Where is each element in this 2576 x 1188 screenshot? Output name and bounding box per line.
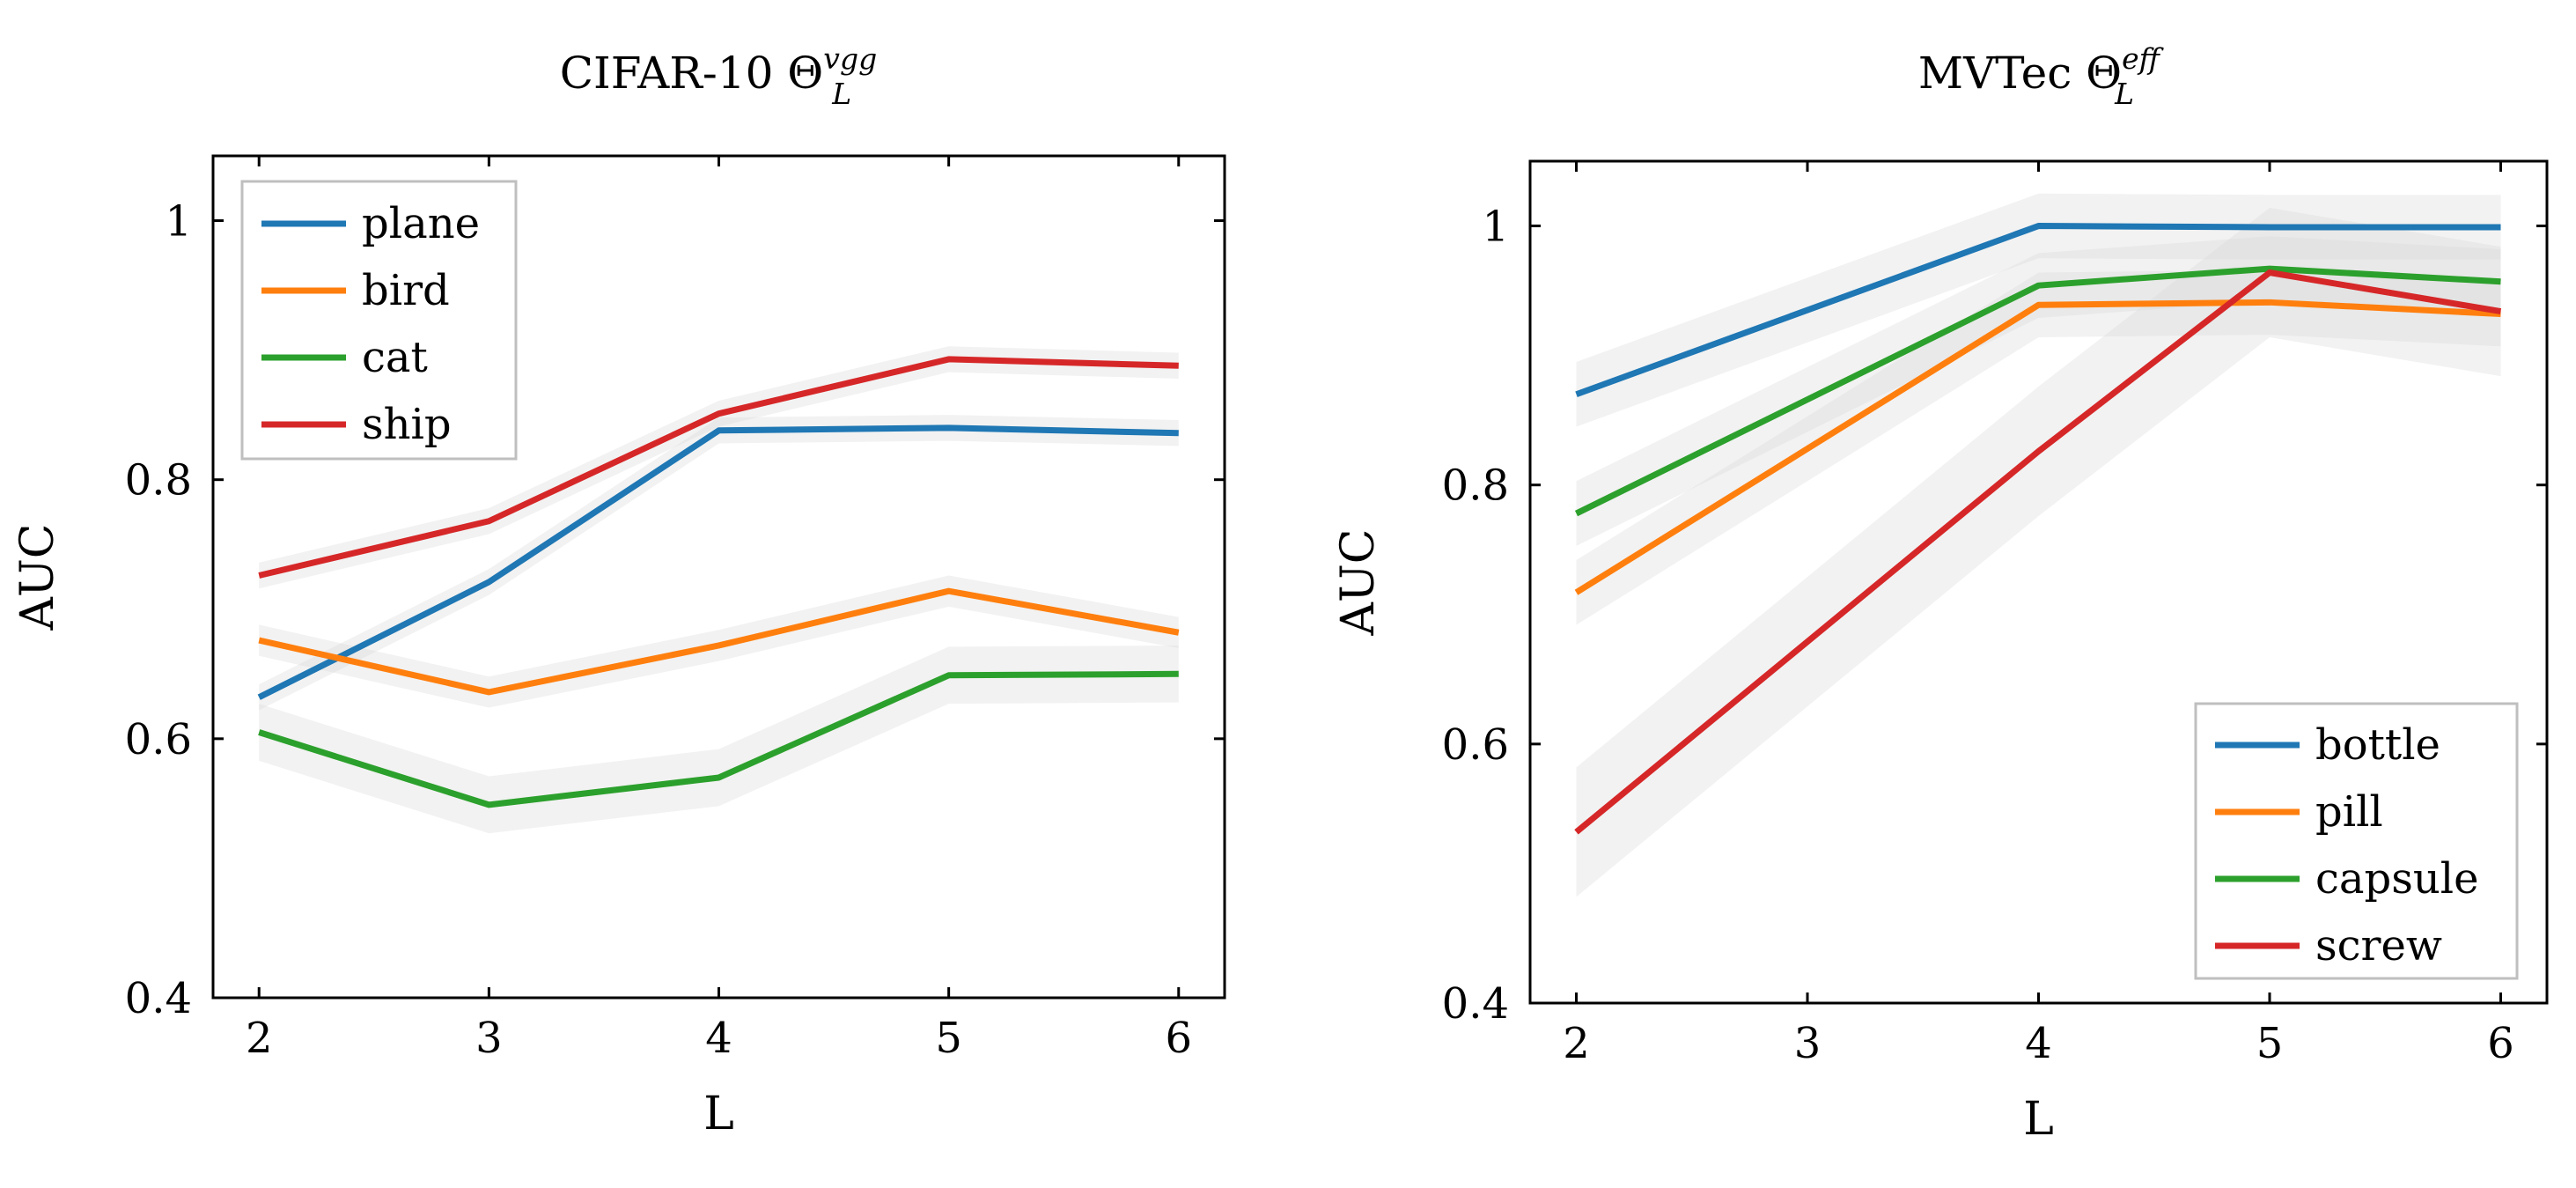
- y-tick-label: 0.6: [1442, 720, 1509, 770]
- x-tick-label: 5: [2256, 1019, 2284, 1068]
- series-line-cat: [258, 670, 1179, 808]
- legend-label-bottle: bottle: [2315, 720, 2440, 770]
- series-line-capsule: [1574, 265, 2501, 517]
- y-tick-label: 0.8: [125, 456, 192, 505]
- chart-title: CIFAR-10 Θvgg L: [560, 41, 877, 111]
- x-tick-label: 6: [2487, 1019, 2514, 1068]
- x-tick-label: 4: [705, 1014, 732, 1063]
- x-tick-label: 2: [246, 1014, 273, 1063]
- band-bottle: [1576, 193, 2501, 427]
- legend-box: [240, 180, 518, 461]
- series-line-pill: [1574, 299, 2501, 595]
- x-tick-label: 6: [1165, 1014, 1192, 1063]
- band-capsule: [1576, 236, 2501, 546]
- series-line-ship: [258, 356, 1179, 579]
- band-cat: [259, 645, 1179, 834]
- legend: bottle pill capsule screw: [2194, 702, 2519, 980]
- y-tick-label: 0.4: [1442, 979, 1509, 1029]
- x-tick-label: 4: [2025, 1019, 2052, 1068]
- chart-title: MVTec Θeff L: [1918, 41, 2165, 111]
- title-text: MVTec Θ: [1918, 48, 2122, 99]
- x-axis-label: L: [703, 1088, 734, 1140]
- legend-label-pill: pill: [2315, 787, 2383, 837]
- legend-box: [2194, 702, 2519, 980]
- y-axis-label: AUC: [1332, 528, 1385, 636]
- y-tick-label: 1: [165, 197, 192, 247]
- band-bird: [259, 575, 1179, 708]
- y-tick-label: 0.4: [125, 974, 192, 1023]
- title-subscript: L: [831, 77, 851, 111]
- title-text: CIFAR-10 Θ: [560, 48, 824, 99]
- title-subscript: L: [2114, 77, 2134, 111]
- chart-panel-2: MVTec Θeff L2 3 4 5 60.40.60.81LAUCbottlepill…: [1332, 41, 2549, 1146]
- x-tick-label: 3: [1794, 1019, 1822, 1068]
- x-tick-label: 3: [475, 1014, 503, 1063]
- title-superscript: eff: [2122, 41, 2165, 76]
- y-tick-label: 0.6: [125, 715, 192, 764]
- series-line-plane: [257, 424, 1179, 700]
- legend-label-bird: bird: [362, 266, 450, 315]
- band-ship: [259, 346, 1179, 589]
- band-pill: [1576, 269, 2501, 625]
- title-superscript: vgg: [823, 41, 877, 76]
- chart-panel-1: CIFAR-10 Θvgg L2 3 4 5 60.40.60.81LAUCplanebi…: [11, 41, 1226, 1140]
- series-line-screw: [1574, 269, 2502, 835]
- legend-label-ship: ship: [362, 400, 452, 449]
- legend: plane bird cat ship: [240, 180, 518, 461]
- y-tick-label: 0.8: [1442, 461, 1509, 511]
- legend-label-screw: screw: [2315, 921, 2442, 970]
- y-tick-label: 1: [1482, 203, 1509, 252]
- x-tick-label: 5: [935, 1014, 962, 1063]
- x-axis-label: L: [2023, 1093, 2054, 1146]
- series-line-bird: [258, 587, 1180, 696]
- legend-label-capsule: capsule: [2315, 854, 2479, 904]
- y-axis-label: AUC: [11, 523, 64, 631]
- legend-label-plane: plane: [362, 199, 480, 248]
- x-tick-label: 2: [1563, 1019, 1590, 1068]
- legend-label-cat: cat: [362, 333, 428, 382]
- series-line-bottle: [1575, 223, 2501, 398]
